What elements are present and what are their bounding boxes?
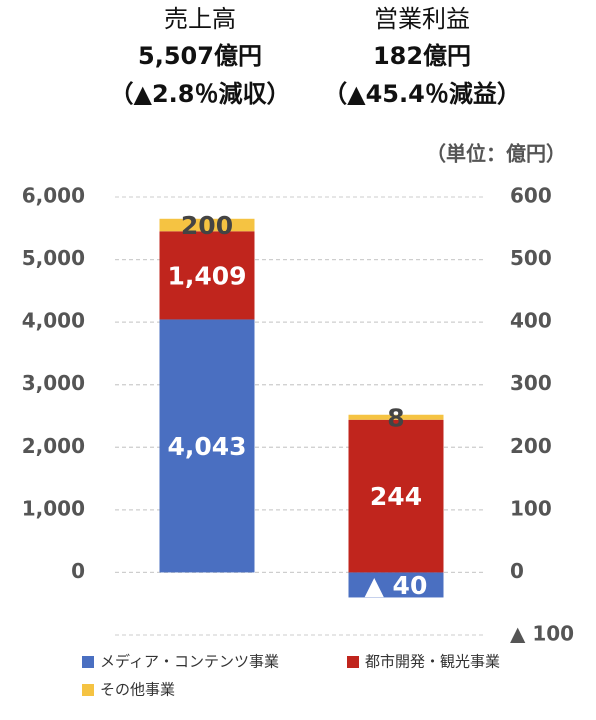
y2-tick-label: 600 xyxy=(510,184,552,208)
y2-tick-label: 0 xyxy=(510,559,524,583)
y-tick-label: 2,000 xyxy=(22,434,85,458)
y-tick-label: 4,000 xyxy=(22,309,85,333)
legend-swatch xyxy=(82,684,94,696)
category-amount: 182億円 xyxy=(373,42,471,70)
data-label: 4,043 xyxy=(167,432,246,461)
data-label: 200 xyxy=(181,211,233,240)
data-label: 8 xyxy=(387,403,404,432)
y2-tick-label: 200 xyxy=(510,434,552,458)
bar-segment xyxy=(159,231,255,320)
bar-segment xyxy=(348,572,444,598)
category-title: 営業利益 xyxy=(374,5,470,33)
bar-segment xyxy=(348,414,444,420)
y-tick-label: 1,000 xyxy=(22,496,85,520)
y2-tick-label: ▲ 100 xyxy=(510,622,574,646)
legend-swatch xyxy=(347,656,359,668)
data-label: 244 xyxy=(370,482,422,511)
y-tick-label: 6,000 xyxy=(22,184,85,208)
y2-tick-label: 300 xyxy=(510,371,552,395)
data-label: ▲ 40 xyxy=(365,571,428,600)
legend-swatch xyxy=(82,656,94,668)
category-title: 売上高 xyxy=(164,5,236,33)
legend-label: 都市開発・観光事業 xyxy=(365,653,500,671)
y-tick-label: 0 xyxy=(71,559,85,583)
bar-segment xyxy=(159,218,255,232)
bar-segment xyxy=(159,319,255,573)
legend-label: メディア・コンテンツ事業 xyxy=(100,653,279,671)
y2-tick-label: 500 xyxy=(510,246,552,270)
y-tick-label: 3,000 xyxy=(22,371,85,395)
bar-segment xyxy=(348,419,444,573)
data-label: 1,409 xyxy=(167,261,246,290)
unit-label: （単位：億円） xyxy=(426,142,566,166)
y2-tick-label: 100 xyxy=(510,496,552,520)
category-amount: 5,507億円 xyxy=(138,42,262,70)
category-change: （▲2.8％減収） xyxy=(110,80,291,108)
y-tick-label: 5,000 xyxy=(22,246,85,270)
y2-tick-label: 400 xyxy=(510,309,552,333)
legend-label: その他事業 xyxy=(100,681,175,699)
category-change: （▲45.4％減益） xyxy=(323,80,521,108)
